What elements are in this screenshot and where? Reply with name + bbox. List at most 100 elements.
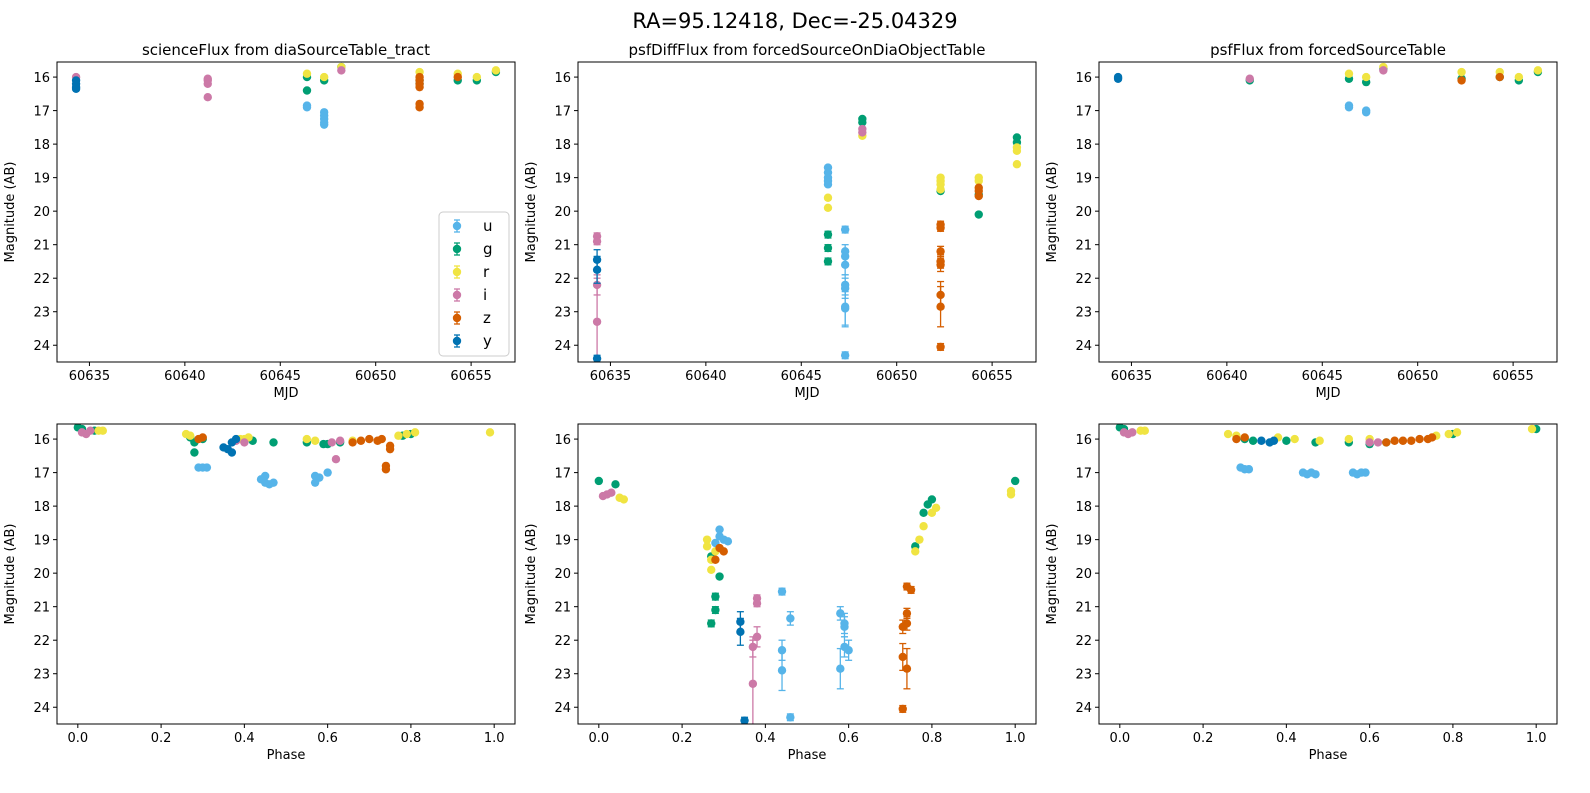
y-tick-label: 24	[33, 701, 50, 716]
data-point	[415, 103, 424, 112]
legend-entry-r: r	[452, 263, 490, 281]
data-point	[1344, 103, 1354, 112]
data-point	[592, 317, 602, 326]
data-point	[302, 103, 312, 112]
series-y	[592, 249, 602, 362]
axes-frame	[577, 61, 1037, 363]
data-point	[1311, 470, 1320, 479]
x-tick-label: 1.0	[1005, 731, 1026, 746]
data-point	[707, 565, 716, 575]
legend-label: y	[483, 332, 492, 350]
series-r	[1136, 424, 1537, 445]
y-axis-label: Magnitude (AB)	[524, 524, 539, 625]
series-z	[415, 72, 462, 112]
data-point	[485, 428, 495, 437]
y-tick-label: 20	[33, 567, 50, 582]
data-point	[702, 542, 712, 551]
x-tick-label: 60635	[69, 369, 110, 384]
y-tick-label: 21	[1075, 601, 1092, 616]
data-point	[715, 525, 724, 534]
data-point	[823, 180, 833, 189]
y-tick-label: 21	[1075, 239, 1092, 254]
series-i	[598, 488, 762, 724]
data-point	[240, 438, 249, 447]
data-point	[1012, 146, 1022, 156]
series-r	[302, 62, 501, 82]
y-tick-label: 18	[554, 500, 571, 515]
series-z	[936, 183, 983, 352]
subplot-title: scienceFlux from diaSourceTable_tract	[142, 41, 430, 60]
data-point	[919, 522, 928, 531]
data-point	[919, 508, 928, 518]
y-tick-label: 17	[1075, 105, 1092, 120]
data-point	[231, 434, 241, 444]
x-tick-label: 0.4	[1276, 731, 1297, 746]
data-point	[1245, 74, 1254, 83]
subplot-3: psfFlux from forcedSourceTable 60635 60640…	[1045, 41, 1558, 401]
data-point	[1382, 438, 1391, 447]
axes-frame	[1098, 423, 1558, 725]
data-point	[711, 605, 720, 615]
data-point	[1315, 436, 1324, 445]
data-point	[402, 429, 411, 439]
x-axis-label: MJD	[273, 386, 298, 401]
data-point	[71, 84, 81, 94]
data-points	[1115, 424, 1541, 479]
legend-entry-g: g	[452, 240, 493, 258]
series-z	[1457, 72, 1504, 85]
series-y	[736, 611, 749, 724]
data-point	[898, 622, 907, 631]
y-tick-label: 23	[33, 306, 50, 321]
y-tick-label: 23	[1075, 668, 1092, 683]
data-point	[86, 426, 95, 435]
y-tick-label: 23	[33, 668, 50, 683]
data-point	[936, 185, 945, 194]
y-tick-label: 20	[33, 205, 50, 220]
data-point	[619, 495, 628, 504]
y-tick-label: 24	[33, 339, 50, 354]
y-tick-label: 20	[1075, 567, 1092, 582]
x-tick-label: 1.0	[484, 731, 505, 746]
panels: scienceFlux from diaSourceTable_tract 606…	[3, 41, 1558, 763]
data-points	[71, 62, 501, 129]
series-u	[711, 525, 853, 722]
data-point	[927, 508, 937, 518]
y-axis-label: Magnitude (AB)	[524, 162, 539, 263]
data-point	[1457, 67, 1466, 77]
data-point	[936, 247, 945, 256]
legend-box	[438, 211, 510, 357]
x-tick-label: 60640	[164, 369, 205, 384]
data-point	[752, 632, 762, 642]
data-point	[98, 426, 108, 435]
series-y	[1257, 436, 1279, 447]
data-point	[1248, 436, 1258, 445]
x-tick-label: 0.2	[151, 731, 172, 746]
data-point	[1240, 433, 1249, 442]
data-point	[736, 627, 745, 637]
data-point	[1010, 476, 1020, 486]
y-tick-label: 24	[554, 339, 571, 354]
data-point	[723, 537, 733, 546]
data-point	[840, 225, 850, 234]
x-axis-label: Phase	[1309, 748, 1348, 763]
y-tick-label: 16	[1075, 433, 1092, 448]
y-tick-label: 18	[33, 500, 50, 515]
series-y	[219, 434, 241, 457]
x-tick-label: 60655	[971, 369, 1012, 384]
x-axis-label: MJD	[1315, 386, 1340, 401]
data-point	[327, 438, 336, 447]
series-u	[1236, 463, 1370, 479]
y-tick-label: 16	[33, 71, 50, 86]
data-point	[1390, 436, 1399, 445]
series-r	[1344, 62, 1543, 82]
data-point	[415, 82, 424, 92]
data-point	[356, 436, 366, 445]
y-tick-label: 16	[554, 433, 571, 448]
data-point	[323, 468, 332, 477]
data-point	[269, 478, 278, 487]
x-tick-label: 60645	[1302, 369, 1343, 384]
legend-label: z	[483, 309, 491, 327]
x-tick-label: 0.2	[672, 731, 693, 746]
